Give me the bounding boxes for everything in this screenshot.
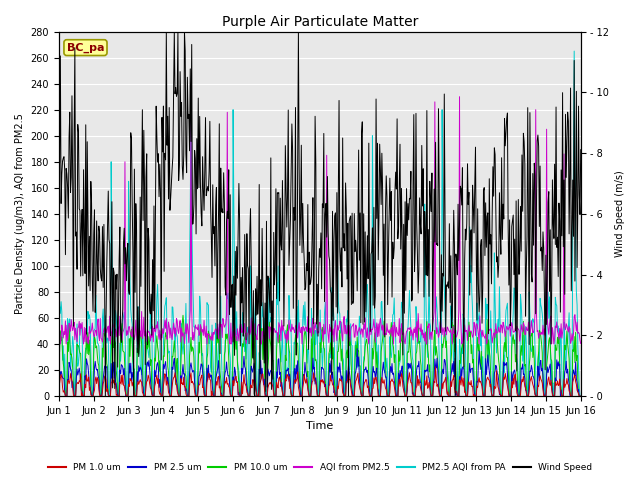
- Title: Purple Air Particulate Matter: Purple Air Particulate Matter: [221, 15, 418, 29]
- Y-axis label: Particle Density (ug/m3), AQI from PM2.5: Particle Density (ug/m3), AQI from PM2.5: [15, 113, 25, 314]
- Legend: PM 1.0 um, PM 2.5 um, PM 10.0 um, AQI from PM2.5, PM2.5 AQI from PA, Wind Speed: PM 1.0 um, PM 2.5 um, PM 10.0 um, AQI fr…: [44, 459, 596, 476]
- Text: BC_pa: BC_pa: [67, 43, 104, 53]
- X-axis label: Time: Time: [306, 421, 333, 432]
- Y-axis label: Wind Speed (m/s): Wind Speed (m/s): [615, 170, 625, 257]
